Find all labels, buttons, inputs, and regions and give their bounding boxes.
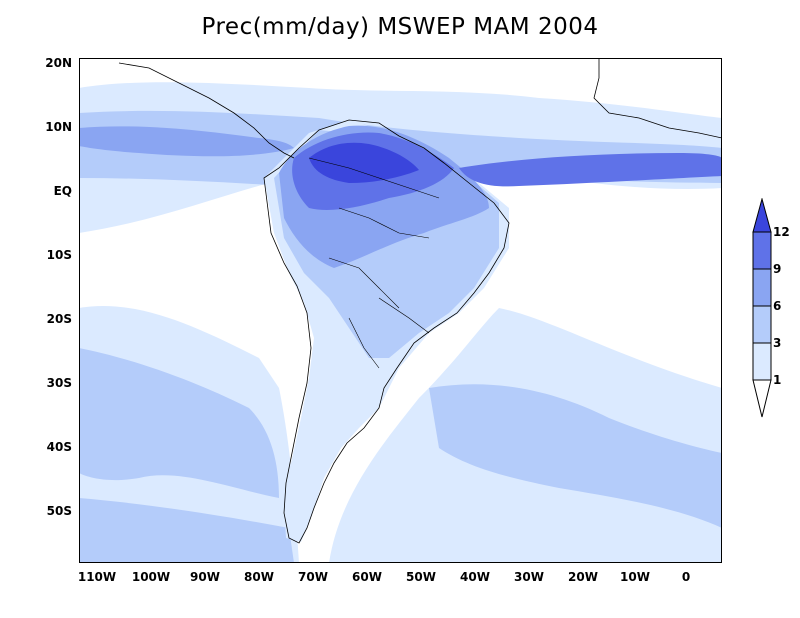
lat-label-20s: 20S: [46, 312, 72, 326]
lat-label-50s: 50S: [46, 504, 72, 518]
lat-label-30s: 30S: [46, 376, 72, 390]
precip-region-far-south-medium: [79, 498, 294, 563]
lon-label-100w: 100W: [131, 570, 171, 584]
lon-label-80w: 80W: [244, 570, 274, 584]
lon-label-60w: 60W: [352, 570, 382, 584]
lon-label-0: 0: [681, 570, 691, 584]
map-title: Prec(mm/day) MSWEP MAM 2004: [201, 14, 599, 40]
lat-label-10n: 10N: [45, 120, 72, 134]
lat-label-40s: 40S: [46, 440, 72, 454]
precipitation-map: [79, 58, 722, 563]
colorbar-label-1: 1: [773, 373, 782, 387]
coastline-central-america: [118, 62, 295, 159]
coastline-africa: [593, 58, 722, 139]
colorbar: [752, 198, 772, 418]
coastline-south-america: [263, 119, 510, 544]
lon-label-30w: 30W: [514, 570, 544, 584]
country-borders: [308, 157, 440, 369]
pacific-itcz-band: [79, 126, 294, 157]
lon-label-10w: 10W: [620, 570, 650, 584]
colorbar-label-9: 9: [773, 262, 782, 276]
precip-region-south-pacific-medium: [79, 348, 279, 498]
colorbar-segment-1-3: [752, 342, 772, 381]
lon-label-50w: 50W: [406, 570, 436, 584]
amazon-precip-12plus: [309, 142, 419, 183]
lon-label-90w: 90W: [190, 570, 220, 584]
lon-label-110w: 110W: [77, 570, 117, 584]
lat-label-10s: 10S: [46, 248, 72, 262]
lat-label-eq: EQ: [53, 184, 72, 198]
colorbar-segment-below-1: [752, 379, 772, 418]
precip-region-south-atlantic-medium: [429, 384, 722, 528]
colorbar-segment-9-12: [752, 231, 772, 270]
map-frame: [79, 58, 722, 563]
colorbar-label-12: 12: [773, 225, 790, 239]
lon-label-20w: 20W: [568, 570, 598, 584]
colorbar-label-3: 3: [773, 336, 782, 350]
colorbar-segment-6-9: [752, 268, 772, 307]
atlantic-itcz-band: [459, 153, 722, 187]
colorbar-segment-3-6: [752, 305, 772, 344]
lon-label-70w: 70W: [298, 570, 328, 584]
colorbar-label-6: 6: [773, 299, 782, 313]
lon-label-40w: 40W: [460, 570, 490, 584]
colorbar-segment-above-12: [752, 198, 772, 233]
lat-label-20n: 20N: [45, 56, 72, 70]
